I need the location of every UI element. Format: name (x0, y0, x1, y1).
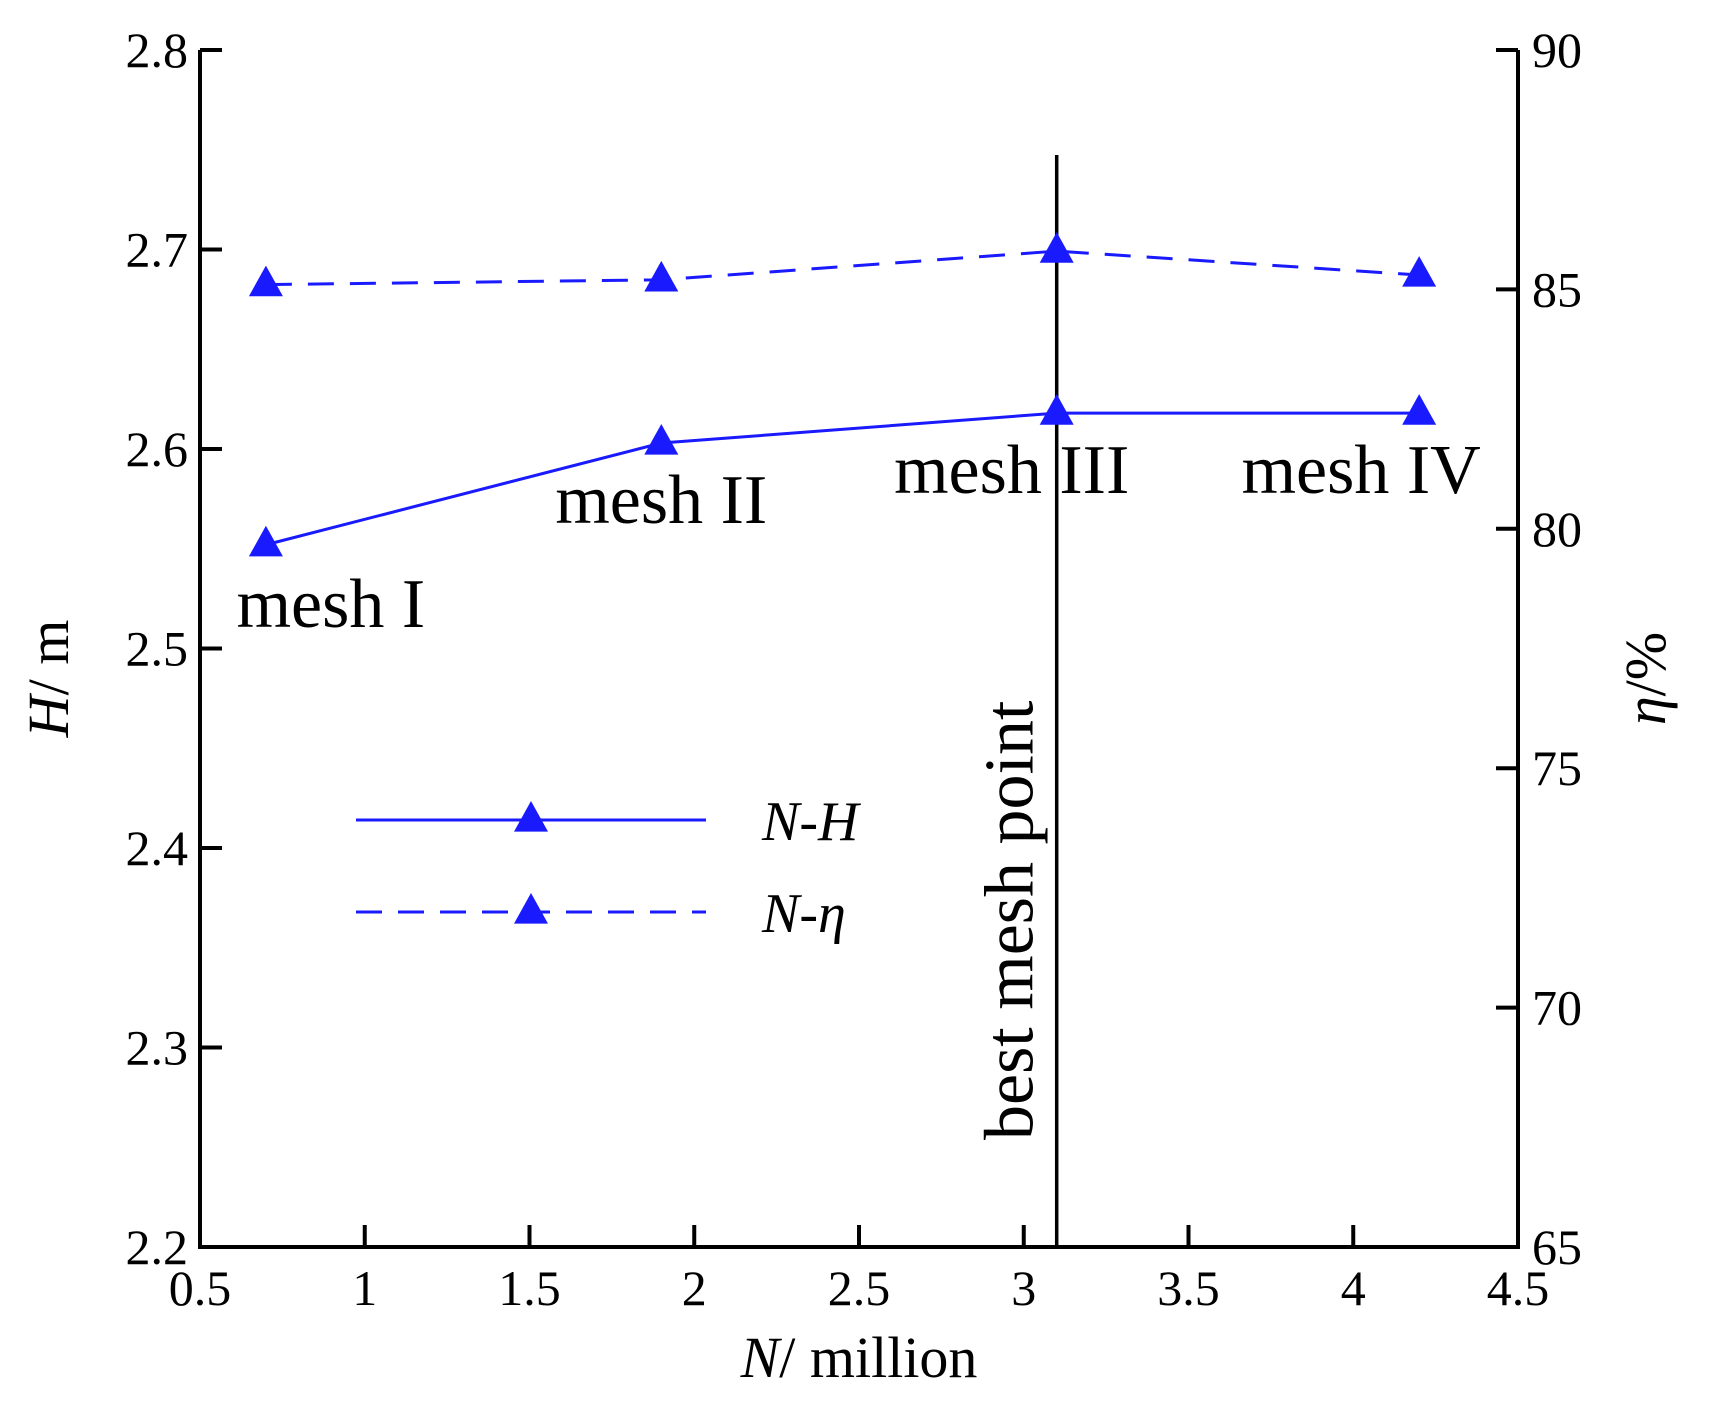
y-tick-label: 2.2 (126, 1219, 189, 1275)
y-tick-label: 2.3 (126, 1020, 189, 1076)
x-axis-title: N/ million (740, 1325, 978, 1390)
y-axis-unit: / m (16, 620, 81, 696)
y-axis-title: H/ m (16, 620, 81, 739)
series-1-marker (1402, 256, 1437, 287)
series-line-1 (265, 249, 1420, 287)
legend-label-sep: - (799, 883, 818, 945)
x-tick-label: 0.5 (169, 1260, 232, 1316)
series-0-marker (644, 424, 679, 455)
legend-label: N-η (761, 883, 846, 945)
y2-tick-label: 90 (1532, 22, 1582, 78)
mesh-point-label: mesh III (894, 432, 1129, 509)
y2-tick-label: 65 (1532, 1219, 1582, 1275)
legend-label-prefix: N (761, 791, 802, 853)
series-1-marker (1039, 232, 1074, 263)
legend-label-suffix: η (818, 883, 846, 945)
y2-tick-label: 85 (1532, 261, 1582, 317)
y2-axis-unit: /% (1613, 632, 1678, 696)
x-axis-unit: / million (779, 1325, 977, 1390)
x-tick-label: 4 (1341, 1260, 1366, 1316)
y-tick-label: 2.5 (126, 621, 189, 677)
axes-layer: 0.5 1 1.5 2 2.5 3 3.5 4 4.5 2.2 2.3 2.4 2.5 2.6 2.7 2.8… (16, 22, 1678, 1390)
series-1-marker (248, 265, 283, 297)
series-layer (248, 232, 1437, 557)
y-axis-var: H (16, 692, 81, 738)
legend-label: N-H (761, 791, 861, 853)
y-tick-label: 2.8 (126, 22, 189, 78)
series-line-0 (265, 411, 1420, 547)
y2-tick-label: 80 (1532, 501, 1582, 557)
series-0-marker (248, 525, 283, 557)
series-1-marker (644, 260, 679, 292)
mesh-point-label: mesh II (555, 462, 767, 539)
legend-label-sep: - (799, 791, 818, 853)
reference-layer: best mesh point (972, 155, 1059, 1247)
x-tick-label: 4.5 (1487, 1260, 1550, 1316)
mesh-point-label: mesh IV (1242, 432, 1481, 509)
y-tick-label: 2.7 (126, 222, 189, 278)
x-tick-label: 1 (352, 1260, 377, 1316)
x-tick-label: 2.5 (828, 1260, 891, 1316)
x-tick-label: 3.5 (1157, 1260, 1220, 1316)
y2-axis-var: η (1613, 696, 1678, 725)
series-0-marker (1039, 394, 1074, 425)
legend-layer: N-HN-η (356, 791, 861, 945)
y-tick-label: 2.6 (126, 421, 189, 477)
legend-marker (514, 893, 548, 924)
x-tick-label: 1.5 (498, 1260, 561, 1316)
series-0-marker (1402, 394, 1437, 425)
x-tick-label: 3 (1011, 1260, 1036, 1316)
y-tick-label: 2.4 (126, 820, 189, 876)
legend-label-suffix: H (817, 791, 861, 853)
y2-axis-title: η/% (1613, 632, 1678, 725)
best-mesh-label: best mesh point (972, 700, 1049, 1140)
x-tick-label: 2 (682, 1260, 707, 1316)
legend-marker (514, 801, 548, 832)
y2-tick-label: 75 (1532, 740, 1582, 796)
labels-layer: mesh I mesh II mesh III mesh IV (237, 432, 1481, 643)
mesh-point-label: mesh I (237, 566, 426, 643)
y2-tick-label: 70 (1532, 980, 1582, 1036)
x-axis-var: N (740, 1325, 783, 1390)
legend-label-prefix: N (761, 883, 802, 945)
